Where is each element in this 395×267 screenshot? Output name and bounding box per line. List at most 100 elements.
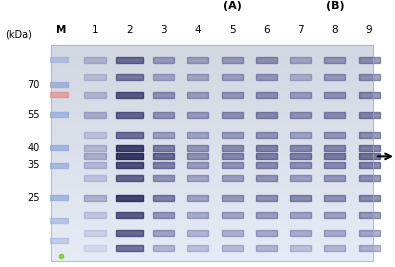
Text: 25: 25 [27,193,40,203]
Bar [222,92,243,98]
Text: 7: 7 [297,25,304,34]
Bar [51,92,373,94]
Bar [359,132,380,138]
Bar [256,162,277,168]
Bar [359,112,380,118]
Bar [290,245,311,251]
Bar [153,175,174,181]
Bar [153,153,174,159]
Bar [51,53,373,56]
Bar [324,132,345,138]
Bar [51,215,373,217]
Bar [50,57,68,62]
Bar [187,92,208,98]
Bar [324,245,345,251]
Bar [85,153,105,159]
Bar [116,245,143,251]
Bar [324,92,345,98]
Bar [51,62,373,64]
Bar [116,132,143,138]
Text: 40: 40 [27,143,40,152]
Bar [51,68,373,70]
Text: 8: 8 [331,25,338,34]
Bar [324,153,345,159]
Text: 5: 5 [229,25,235,34]
Bar [51,116,373,118]
Bar [51,230,373,233]
Bar [187,132,208,138]
Bar [51,219,373,222]
Bar [51,77,373,79]
Bar [51,170,373,172]
Bar [51,228,373,230]
Bar [51,250,373,252]
Bar [187,230,208,236]
Bar [51,86,373,88]
Bar [51,191,373,194]
Bar [51,217,373,219]
Bar [51,122,373,124]
Bar [51,70,373,73]
Bar [324,74,345,80]
Bar [290,162,311,168]
Bar [51,202,373,205]
Bar [51,90,373,92]
Bar [51,51,373,53]
Bar [359,245,380,251]
Bar [256,245,277,251]
Bar [359,57,380,63]
Bar [51,174,373,176]
Bar [85,144,105,151]
Bar [85,92,105,98]
Bar [85,74,105,80]
Bar [256,92,277,98]
Bar [51,47,373,49]
Bar [222,245,243,251]
Bar [51,129,373,131]
Bar [51,211,373,213]
Bar [50,112,68,117]
Bar [51,120,373,122]
Bar [85,162,105,168]
Bar [51,150,373,153]
Bar [51,209,373,211]
Bar [50,163,68,168]
Bar [324,162,345,168]
Bar [324,230,345,236]
Bar [187,112,208,118]
Bar [51,142,373,144]
Bar [256,57,277,63]
Bar [359,74,380,80]
Bar [222,132,243,138]
Bar [51,252,373,254]
Bar [85,57,105,63]
Bar [51,153,373,155]
Bar [222,153,243,159]
Bar [222,74,243,80]
Bar [153,74,174,80]
Bar [187,212,208,218]
Bar [290,112,311,118]
Text: (kDa): (kDa) [5,30,32,40]
Bar [51,163,373,166]
Bar [187,144,208,151]
Bar [50,195,68,200]
Bar [359,212,380,218]
Bar [187,245,208,251]
Bar [51,73,373,75]
Bar [85,132,105,138]
Bar [85,175,105,181]
Bar [324,175,345,181]
Bar [51,207,373,209]
Bar [51,248,373,250]
Bar [324,112,345,118]
Bar [51,148,373,150]
Bar [222,230,243,236]
Bar [222,144,243,151]
Bar [51,118,373,120]
Bar [51,133,373,135]
Bar [153,112,174,118]
Bar [51,144,373,146]
Bar [116,175,143,181]
Bar [256,175,277,181]
